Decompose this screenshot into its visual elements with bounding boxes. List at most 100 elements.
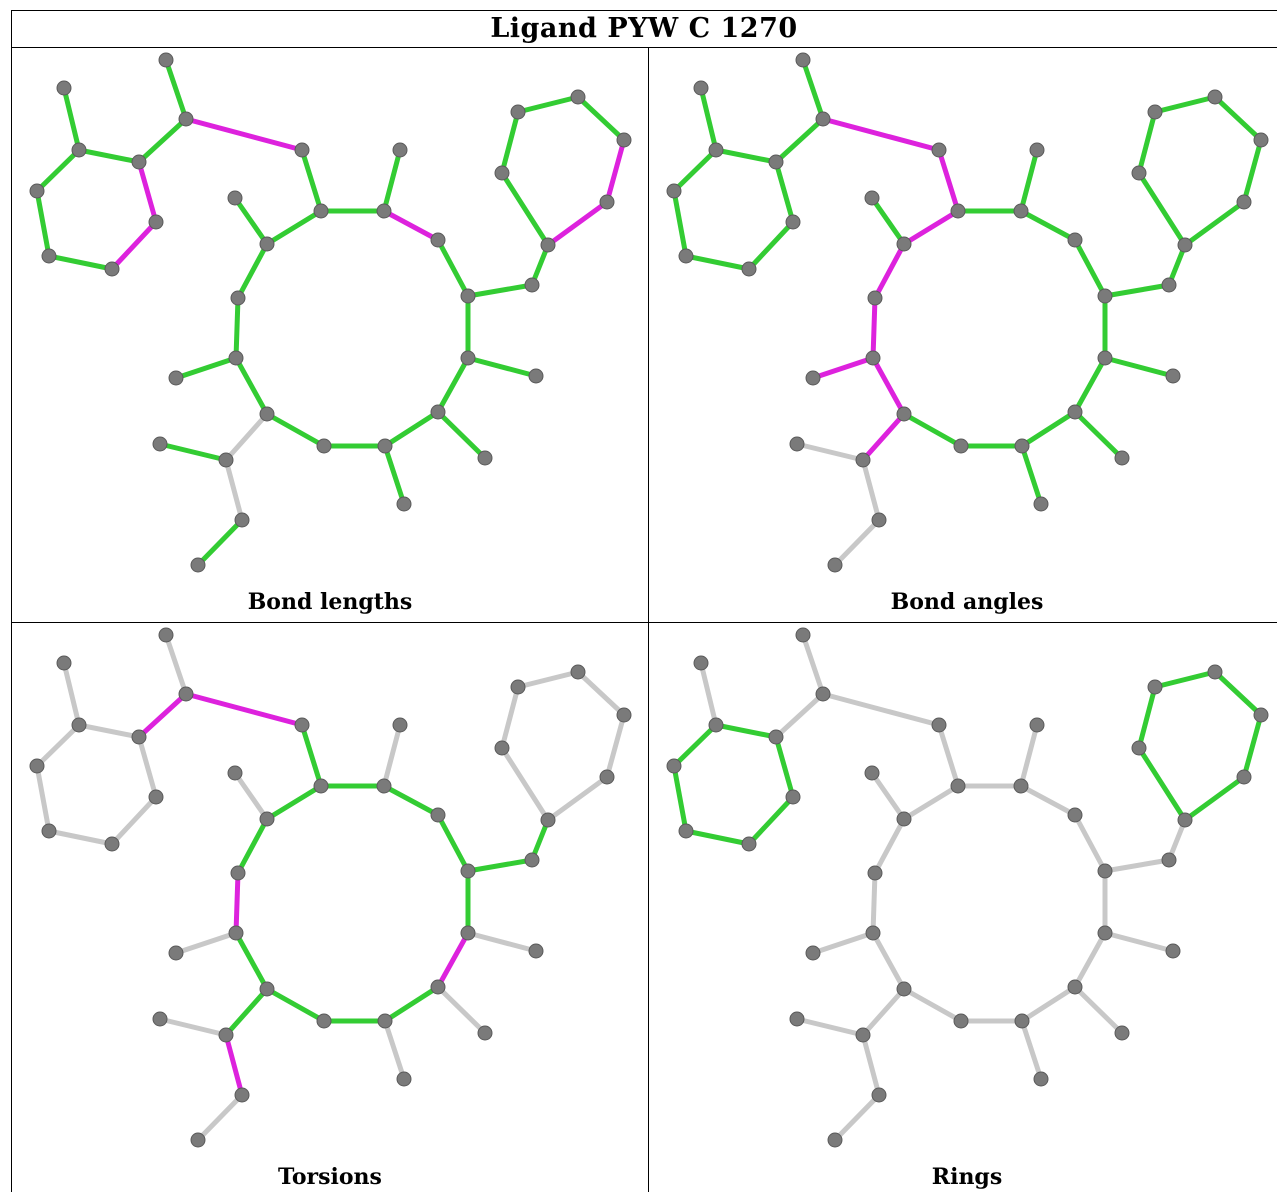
atom (768, 729, 784, 745)
atom (41, 248, 57, 264)
atom (230, 865, 246, 881)
atom (871, 512, 887, 528)
atom (234, 1087, 250, 1103)
molecule-diagram-bond-angles (666, 52, 1269, 573)
atom (931, 142, 947, 158)
bond (109, 794, 159, 847)
panel-bond-lengths: Bond lengths (12, 48, 648, 622)
atom (827, 557, 843, 573)
atom (313, 203, 329, 219)
atom (477, 450, 493, 466)
bond (232, 195, 270, 247)
bond (860, 1032, 882, 1098)
atom (1131, 740, 1147, 756)
bond (1102, 282, 1172, 299)
bond (465, 282, 535, 299)
bond (223, 986, 270, 1038)
bond (299, 722, 324, 789)
bond (382, 1018, 407, 1082)
atom (377, 1013, 393, 1029)
bond (1019, 443, 1044, 507)
atom (376, 778, 392, 794)
atom (41, 823, 57, 839)
bond (773, 734, 796, 800)
molecule-diagram-torsions (29, 627, 632, 1148)
atom (227, 765, 243, 781)
bond (1152, 669, 1218, 690)
molecule-diagram-rings (666, 627, 1269, 1148)
bond (499, 170, 551, 248)
atom (158, 627, 174, 643)
bond (223, 1032, 245, 1098)
atom (430, 979, 446, 995)
bond (901, 411, 964, 449)
atom (460, 863, 476, 879)
atom (1165, 943, 1181, 959)
bond (34, 188, 52, 259)
atom (1029, 717, 1045, 733)
atom (1114, 450, 1130, 466)
atom (460, 288, 476, 304)
atom (855, 452, 871, 468)
bond (800, 57, 826, 122)
bond (1152, 94, 1218, 115)
atom (152, 436, 168, 452)
atom (104, 836, 120, 852)
bond (382, 443, 407, 507)
atom (896, 236, 912, 252)
atom (768, 154, 784, 170)
bond (860, 457, 882, 523)
atom (896, 981, 912, 997)
bond (382, 409, 441, 449)
atom (316, 438, 332, 454)
atom (510, 104, 526, 120)
atom (477, 1025, 493, 1041)
bond (671, 188, 689, 259)
atom (259, 236, 275, 252)
atom (1033, 1071, 1049, 1087)
bond (604, 712, 627, 780)
atom (131, 729, 147, 745)
bond (1072, 355, 1108, 415)
atom (864, 765, 880, 781)
bond (870, 930, 907, 992)
bond (46, 253, 115, 272)
bond (515, 669, 581, 690)
atom (815, 686, 831, 702)
atom (599, 194, 615, 210)
table-title: Ligand PYW C 1270 (11, 10, 1277, 48)
bond (820, 116, 942, 153)
atom (259, 981, 275, 997)
atom (871, 1087, 887, 1103)
bond (1136, 745, 1188, 823)
bond (1212, 94, 1264, 143)
bond (1136, 170, 1188, 248)
bond (1072, 984, 1125, 1036)
bond (683, 828, 752, 847)
bond (136, 159, 159, 225)
bond (382, 984, 441, 1024)
bond (860, 986, 907, 1038)
bond (223, 411, 270, 463)
bond (545, 774, 610, 823)
bond (794, 1016, 866, 1038)
atom (524, 277, 540, 293)
atom (1207, 89, 1223, 105)
bond (1072, 930, 1108, 990)
atom (931, 717, 947, 733)
bond (232, 770, 270, 822)
panel-torsions: Torsions (12, 623, 648, 1197)
bond (499, 109, 521, 176)
atom (56, 80, 72, 96)
atom (1029, 142, 1045, 158)
atom (104, 261, 120, 277)
atom (789, 1011, 805, 1027)
bond (1102, 355, 1176, 379)
bond (1241, 137, 1264, 205)
atom (148, 789, 164, 805)
bond (381, 722, 403, 789)
row-divider (11, 622, 1277, 623)
bond (870, 870, 878, 936)
atom (528, 943, 544, 959)
atom (570, 89, 586, 105)
